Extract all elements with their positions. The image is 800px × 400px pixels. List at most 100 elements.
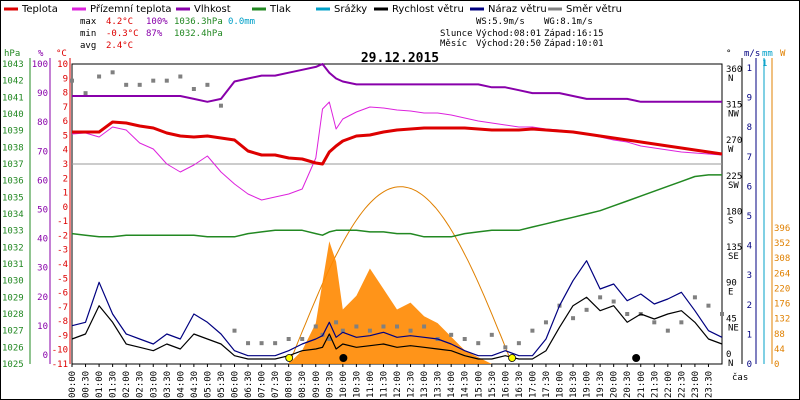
celsius-tick-label: -5: [57, 274, 68, 284]
hpa-tick-label: 1043: [2, 60, 24, 70]
stats-min-press: 1032.4hPa: [174, 29, 223, 39]
solar-area: [72, 241, 722, 364]
wind-direction-point: [110, 70, 115, 75]
stats-avg-label: avg: [80, 41, 96, 51]
celsius-tick-label: 8: [63, 89, 68, 99]
degree-tick-label: 45: [726, 314, 737, 324]
celsius-tick-label: 2: [63, 174, 68, 184]
x-tick-label: 18:30: [569, 371, 579, 398]
percent-tick-label: 30: [37, 264, 48, 274]
wind-direction-point: [327, 337, 332, 341]
percent-tick-label: 50: [37, 206, 48, 216]
stats-mesic-set: Západ:10:01: [544, 39, 604, 49]
ms-tick-label: 8: [747, 123, 752, 133]
axis-unit-hpa: hPa: [4, 49, 20, 59]
hpa-tick-label: 1033: [2, 227, 24, 237]
hpa-tick-label: 1039: [2, 127, 24, 137]
w-tick-label: 264: [774, 269, 790, 279]
wind-direction-point: [720, 312, 724, 316]
celsius-tick-label: 7: [63, 103, 68, 113]
moonrise-marker: [632, 354, 641, 362]
direction-tick-label: SE: [728, 252, 739, 262]
wind-direction-point: [246, 341, 251, 346]
legend-label-0: Teplota: [21, 4, 58, 15]
wind-direction-point: [218, 103, 223, 108]
series-line-pressure: [71, 174, 722, 238]
wind-direction-point: [571, 316, 576, 321]
stats-max-hum: 100%: [146, 17, 168, 27]
wind-direction-point: [70, 78, 74, 83]
wind-direction-point: [124, 82, 129, 87]
percent-tick-label: 60: [37, 176, 48, 186]
x-tick-label: 21:30: [650, 371, 660, 398]
celsius-tick-label: -4: [57, 260, 68, 270]
ms-tick-label: 6: [747, 182, 752, 192]
hpa-tick-label: 1031: [2, 260, 24, 270]
celsius-tick-label: -6: [57, 289, 68, 299]
wind-direction-point: [300, 337, 305, 341]
direction-tick-label: NE: [728, 323, 739, 333]
w-tick-label: 176: [774, 300, 790, 310]
x-tick-label: 14:30: [461, 371, 471, 398]
hpa-tick-label: 1042: [2, 77, 24, 87]
celsius-tick-label: 0: [63, 203, 68, 213]
celsius-tick-label: 9: [63, 74, 68, 84]
legend-label-1: Přízemní teplota: [90, 3, 172, 15]
x-tick-label: 05:00: [203, 371, 213, 398]
ms-tick-label: 9: [747, 94, 752, 104]
ms-tick-label: 7: [747, 153, 752, 163]
x-tick-label: 21:00: [637, 371, 647, 398]
x-tick-label: 18:00: [556, 371, 566, 398]
stats-slunce-rise: Východ:08:01: [476, 29, 541, 39]
degree-tick-label: 135: [726, 243, 742, 253]
wind-direction-point: [259, 341, 264, 346]
celsius-tick-label: 10: [57, 60, 68, 70]
wind-direction-point: [706, 303, 711, 308]
x-tick-label: 04:30: [190, 371, 200, 398]
x-tick-label: 07:00: [258, 371, 268, 398]
wind-direction-point: [381, 324, 386, 329]
x-tick-label: 10:00: [339, 371, 349, 398]
ms-tick-label: 1: [747, 64, 752, 74]
axis-unit-mm: mm: [762, 49, 773, 59]
x-tick-label: 16:30: [515, 371, 525, 398]
x-tick-label: 08:00: [285, 371, 295, 398]
wind-direction-point: [462, 337, 467, 341]
x-tick-label: 00:00: [68, 371, 78, 398]
hpa-tick-label: 1027: [2, 327, 24, 337]
stats-max-label: max: [80, 17, 97, 27]
stats-wg: WG:8.1m/s: [544, 17, 593, 27]
right-axes: 360N315NW270W225SW180S135SE90E45NE0N1987…: [726, 58, 790, 370]
wind-direction-point: [137, 82, 142, 87]
percent-tick-label: 40: [37, 235, 48, 245]
x-tick-label: 15:00: [474, 371, 484, 398]
x-tick-label: 20:30: [623, 371, 633, 398]
w-tick-label: 352: [774, 239, 790, 249]
x-tick-label: 05:30: [217, 371, 227, 398]
degree-tick-label: 360: [726, 65, 742, 75]
legend-label-5: Rychlost větru: [392, 3, 464, 15]
wind-direction-point: [408, 328, 413, 333]
x-tick-label: 03:30: [163, 371, 173, 398]
degree-tick-label: 270: [726, 136, 742, 146]
hpa-tick-label: 1032: [2, 243, 24, 253]
x-tick-label: 14:00: [447, 371, 457, 398]
w-tick-label: 396: [774, 224, 790, 234]
x-tick-label: 23:30: [704, 371, 714, 398]
wind-direction-point: [422, 324, 427, 329]
stats-slunce-set: Západ:16:15: [544, 29, 604, 39]
wind-direction-point: [665, 328, 670, 333]
percent-tick-label: 20: [37, 293, 48, 303]
wind-direction-point: [584, 307, 589, 312]
wind-direction-point: [178, 74, 183, 79]
percent-tick-label: 100: [32, 60, 48, 70]
wind-direction-point: [83, 91, 88, 96]
direction-tick-label: E: [728, 288, 733, 298]
ms-tick-label: 4: [747, 242, 752, 252]
ms-tick-label: 1: [747, 330, 752, 340]
degree-tick-label: 90: [726, 279, 737, 289]
stats-avg-temp: 2.4°C: [106, 41, 133, 51]
hpa-tick-label: 1034: [2, 210, 24, 220]
wind-direction-point: [151, 78, 156, 83]
hpa-tick-label: 1029: [2, 293, 24, 303]
